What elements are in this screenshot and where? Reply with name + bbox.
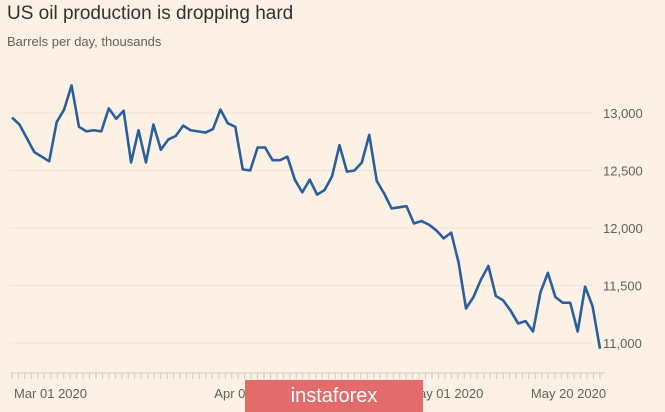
x-tick-label: May 01 2020 <box>408 386 483 401</box>
chart-subtitle: Barrels per day, thousands <box>7 34 162 49</box>
y-tick-label: 12,000 <box>603 221 643 236</box>
y-tick-label: 11,000 <box>603 336 642 351</box>
watermark-logo: instaforex <box>245 380 423 412</box>
y-tick-label: 12,500 <box>603 164 643 179</box>
x-tick-label: May 20 2020 <box>531 386 606 401</box>
y-tick-label: 13,000 <box>603 106 643 121</box>
series-line <box>11 84 602 349</box>
x-tick-label: Mar 01 2020 <box>14 386 87 401</box>
chart-title: US oil production is dropping hard <box>7 3 294 24</box>
y-tick-label: 11,500 <box>603 279 642 294</box>
